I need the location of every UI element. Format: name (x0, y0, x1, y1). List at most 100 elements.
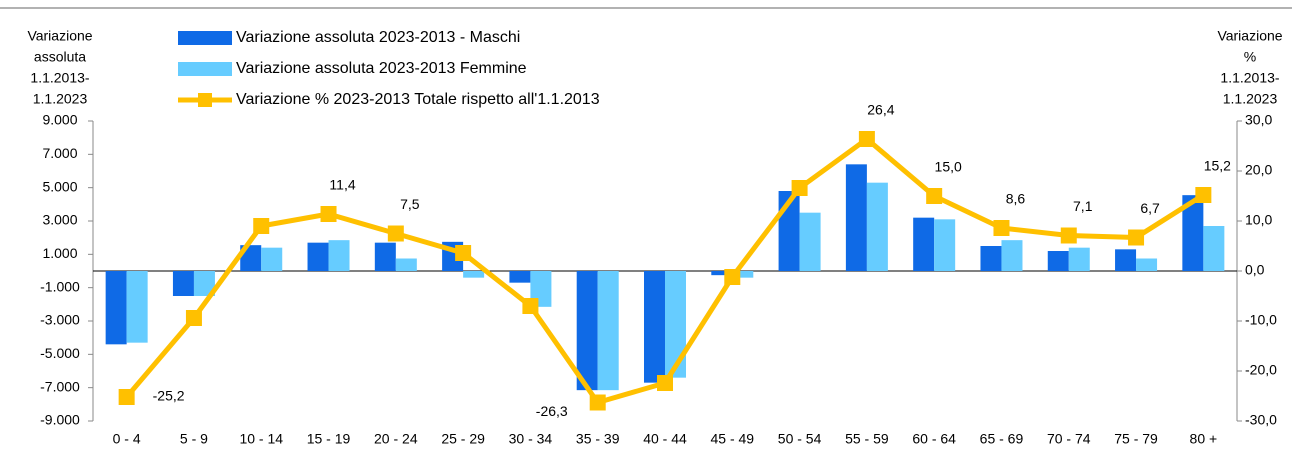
x-tick-label: 60 - 64 (912, 431, 956, 447)
y-axis-title: Variazione (27, 28, 92, 44)
y2-axis-title: Variazione (1217, 28, 1282, 44)
legend-label: Variazione assoluta 2023-2013 Femmine (236, 60, 527, 77)
legend-swatch (178, 31, 232, 45)
y-tick-label: 3.000 (42, 212, 77, 228)
x-tick-label: 40 - 44 (643, 431, 687, 447)
bar (126, 271, 148, 343)
bar (732, 271, 754, 278)
y2-tick-label: -20,0 (1245, 362, 1277, 378)
line-marker (185, 310, 202, 326)
y-tick-label: 5.000 (42, 178, 77, 194)
line-marker (858, 131, 875, 147)
bar (799, 212, 821, 271)
data-label: 7,1 (1073, 198, 1093, 214)
bar (1068, 247, 1090, 271)
data-label: 26,4 (867, 102, 894, 118)
x-tick-label: 80 + (1190, 431, 1218, 447)
bar (1136, 258, 1158, 271)
line-marker (926, 188, 943, 204)
bar (597, 271, 619, 391)
data-label: -25,2 (153, 388, 185, 404)
legend-swatch (198, 93, 212, 107)
bar (328, 240, 350, 271)
y2-tick-label: 30,0 (1245, 112, 1272, 128)
line-marker (522, 298, 539, 314)
data-label: 7,5 (400, 196, 420, 212)
x-tick-label: 50 - 54 (778, 431, 822, 447)
bar (1047, 251, 1069, 271)
data-label: 11,4 (329, 177, 355, 193)
y-tick-label: -5.000 (40, 345, 80, 361)
data-label: 8,6 (1006, 191, 1026, 207)
y-axis-title: 1.1.2013- (30, 70, 89, 86)
y-tick-label: 7.000 (42, 145, 77, 161)
x-tick-label: 5 - 9 (180, 431, 208, 447)
bar (530, 271, 552, 307)
bar (1001, 240, 1023, 271)
bar (665, 271, 686, 378)
line-marker (657, 375, 673, 391)
bar (374, 242, 396, 271)
bar (980, 246, 1002, 271)
line-marker (387, 225, 404, 242)
data-label: 15,2 (1204, 158, 1231, 174)
y-axis-title: 1.1.2023 (33, 91, 88, 107)
bar (463, 271, 485, 278)
bar (193, 271, 215, 296)
x-tick-label: 55 - 59 (845, 431, 889, 447)
x-tick-label: 0 - 4 (113, 431, 141, 447)
y2-axis-title: 1.1.2023 (1223, 91, 1278, 107)
legend-swatch (178, 62, 232, 76)
bar (576, 271, 598, 391)
line-marker (993, 220, 1010, 236)
bar (1182, 195, 1204, 271)
y-tick-label: -7.000 (40, 378, 80, 394)
y2-tick-label: 0,0 (1245, 262, 1265, 278)
line-marker (118, 389, 135, 405)
data-label: 15,0 (935, 159, 962, 175)
legend-label: Variazione % 2023-2013 Totale rispetto a… (236, 91, 600, 108)
y-axis-title: assoluta (34, 49, 86, 65)
y-tick-label: 9.000 (42, 112, 77, 128)
line-marker (724, 269, 741, 285)
y-tick-label: -9.000 (40, 412, 80, 428)
y2-tick-label: 20,0 (1245, 162, 1272, 178)
x-tick-label: 75 - 79 (1114, 431, 1158, 447)
bar (866, 182, 888, 271)
line-marker (791, 180, 808, 196)
line-marker (589, 394, 606, 411)
bar (711, 271, 733, 276)
bar (307, 242, 329, 271)
bar (172, 271, 194, 296)
bar (845, 164, 867, 271)
line-marker (1195, 187, 1212, 203)
bar (105, 271, 127, 345)
y2-tick-label: 10,0 (1245, 212, 1272, 228)
bar (261, 247, 283, 271)
x-tick-label: 65 - 69 (980, 431, 1024, 447)
data-label: -26,3 (536, 403, 568, 419)
line-marker (253, 218, 270, 234)
y-tick-label: -3.000 (40, 312, 80, 328)
y2-tick-label: -10,0 (1245, 312, 1277, 328)
legend-label: Variazione assoluta 2023-2013 - Maschi (236, 29, 520, 46)
y2-axis-title: % (1244, 49, 1256, 65)
x-tick-label: 15 - 19 (307, 431, 351, 447)
line-marker (1060, 227, 1077, 244)
line-marker (320, 206, 337, 222)
bar (934, 219, 956, 271)
bar (1115, 249, 1137, 271)
bar (509, 271, 531, 283)
bar (644, 271, 665, 383)
x-tick-label: 45 - 49 (710, 431, 754, 447)
y2-tick-label: -30,0 (1245, 412, 1277, 428)
bar (395, 258, 417, 271)
y-tick-label: 1.000 (42, 245, 77, 261)
y2-axis-title: 1.1.2013- (1220, 70, 1279, 86)
data-label: 6,7 (1140, 200, 1160, 216)
y-tick-label: -1.000 (40, 278, 80, 294)
bar (1203, 226, 1225, 271)
line-marker (455, 245, 472, 261)
line-marker (1128, 229, 1145, 246)
